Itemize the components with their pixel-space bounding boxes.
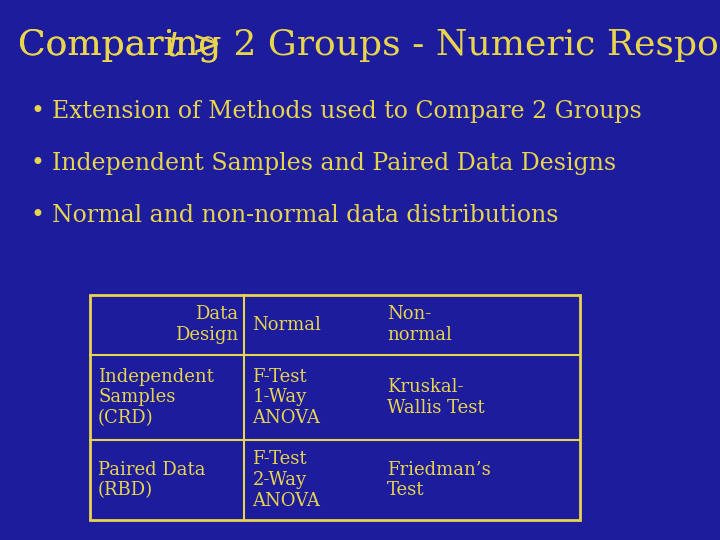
Text: Normal: Normal bbox=[252, 316, 321, 334]
Text: Normal and non-normal data distributions: Normal and non-normal data distributions bbox=[52, 204, 559, 227]
Text: > 2 Groups - Numeric Responses: > 2 Groups - Numeric Responses bbox=[180, 28, 720, 62]
Bar bbox=[90, 295, 580, 520]
Text: t: t bbox=[166, 28, 181, 62]
Text: Extension of Methods used to Compare 2 Groups: Extension of Methods used to Compare 2 G… bbox=[52, 100, 642, 123]
Text: F-Test
1-Way
ANOVA: F-Test 1-Way ANOVA bbox=[252, 368, 320, 427]
Text: •: • bbox=[30, 152, 44, 175]
Text: •: • bbox=[30, 100, 44, 123]
Text: Friedman’s
Test: Friedman’s Test bbox=[387, 461, 491, 500]
Text: Paired Data
(RBD): Paired Data (RBD) bbox=[98, 461, 205, 500]
Text: Comparing: Comparing bbox=[18, 28, 233, 62]
Text: Non-
normal: Non- normal bbox=[387, 306, 452, 344]
Text: Comparing: Comparing bbox=[18, 28, 233, 62]
Text: Kruskal-
Wallis Test: Kruskal- Wallis Test bbox=[387, 378, 485, 417]
Text: •: • bbox=[30, 204, 44, 227]
Text: Data
Design: Data Design bbox=[175, 306, 238, 344]
Text: Independent
Samples
(CRD): Independent Samples (CRD) bbox=[98, 368, 214, 427]
Text: Independent Samples and Paired Data Designs: Independent Samples and Paired Data Desi… bbox=[52, 152, 616, 175]
Text: F-Test
2-Way
ANOVA: F-Test 2-Way ANOVA bbox=[252, 450, 320, 510]
